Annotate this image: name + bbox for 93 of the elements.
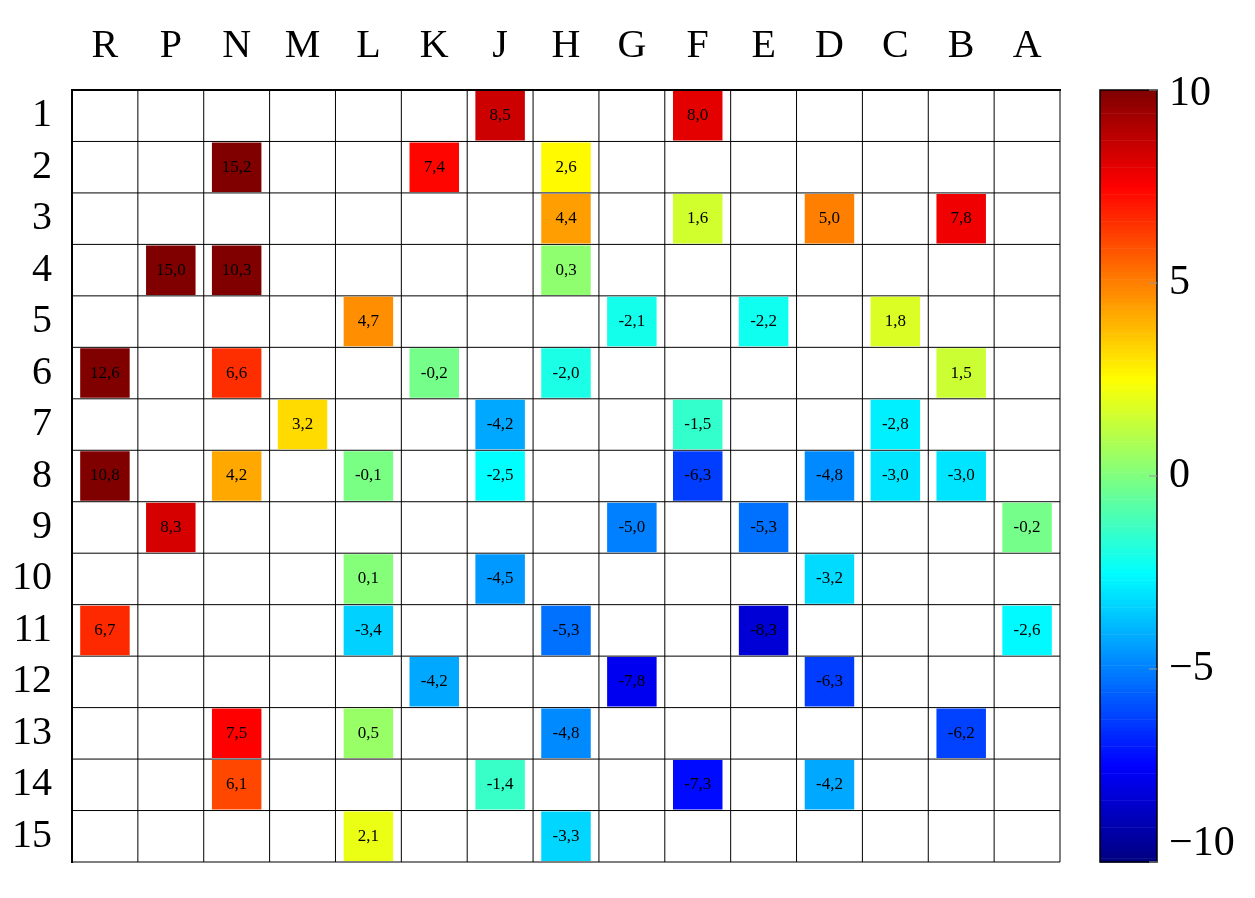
x-tick-label: L	[356, 20, 381, 66]
x-tick-label: E	[751, 20, 776, 66]
data-label: 4,4	[555, 208, 578, 228]
x-tick-label: J	[492, 20, 508, 66]
data-label: -6,2	[947, 722, 975, 742]
y-tick-label: 1	[32, 90, 52, 136]
data-label: 7,4	[423, 156, 446, 176]
data-label: -4,2	[420, 671, 448, 691]
data-label: -3,2	[816, 568, 843, 588]
y-tick-label: 5	[32, 296, 52, 342]
data-label: -3,0	[881, 465, 909, 485]
data-label: -4,2	[486, 414, 514, 433]
data-label: -2,8	[881, 414, 909, 433]
data-label: -2,6	[1013, 619, 1041, 639]
x-tick-label: C	[881, 20, 909, 66]
data-label: 7,5	[226, 722, 248, 742]
x-tick-label: G	[617, 20, 647, 66]
x-tick-label: M	[284, 20, 321, 66]
data-label: -6,3	[816, 671, 843, 691]
data-label: -8,3	[750, 619, 778, 639]
data-label: -4,5	[486, 568, 514, 588]
data-label: -4,8	[552, 722, 580, 742]
data-label: -5,3	[552, 619, 580, 639]
x-tick-label: N	[222, 20, 252, 66]
data-label: -2,5	[486, 465, 514, 485]
x-tick-label: R	[91, 20, 119, 66]
color-bar-label: −5	[1169, 643, 1214, 690]
data-label: 0,5	[357, 722, 380, 742]
data-label: -6,3	[684, 465, 712, 485]
data-label: -5,3	[750, 516, 778, 536]
data-label: -7,8	[618, 671, 646, 691]
data-label: -3,3	[552, 825, 580, 845]
y-tick-label: 14	[12, 759, 52, 805]
data-label: 6,1	[226, 774, 248, 794]
y-tick-label: 12	[12, 656, 52, 702]
data-label: -3,0	[947, 465, 975, 485]
y-tick-label: 3	[32, 193, 52, 239]
y-tick-label: 4	[32, 244, 52, 290]
data-label: 4,2	[226, 465, 248, 485]
data-label: 0,3	[555, 259, 577, 279]
data-label: 8,0	[687, 105, 709, 125]
y-tick-label: 13	[12, 707, 52, 753]
x-tick-label: F	[686, 20, 709, 66]
data-label: 8,3	[160, 516, 182, 536]
data-label: 1,8	[884, 311, 906, 331]
x-tick-label: P	[159, 20, 182, 66]
color-bar-label: −10	[1169, 818, 1235, 865]
data-label: -4,8	[816, 465, 843, 485]
y-tick-label: 2	[32, 141, 52, 187]
data-label: 2,1	[357, 825, 380, 845]
data-label: 6,6	[226, 362, 248, 382]
data-label: 10,8	[90, 465, 120, 485]
data-label: -2,0	[552, 362, 580, 382]
y-tick-label: 7	[32, 399, 52, 445]
color-bar-label: 0	[1169, 450, 1190, 497]
data-label: -0,2	[1013, 516, 1041, 536]
data-label: 1,5	[950, 362, 972, 382]
data-label: 6,7	[94, 619, 117, 639]
x-tick-label: B	[947, 20, 975, 66]
data-label: 1,6	[687, 208, 709, 228]
data-label: -7,3	[684, 774, 712, 794]
data-label: -2,1	[618, 311, 646, 331]
x-tick-label: K	[419, 20, 449, 66]
y-tick-label: 8	[32, 450, 52, 496]
data-label: 2,6	[555, 156, 577, 176]
data-label: 8,5	[489, 105, 511, 125]
data-label: -1,5	[684, 414, 712, 433]
data-label: -0,1	[354, 465, 382, 485]
data-label: -2,2	[750, 311, 778, 331]
color-bar-label: 5	[1169, 257, 1190, 304]
data-label: 15,2	[221, 156, 252, 176]
color-bar-label: 10	[1169, 68, 1211, 115]
data-label: 3,2	[291, 414, 314, 433]
data-label: 15,0	[155, 259, 186, 279]
data-label: -5,0	[618, 516, 646, 536]
data-label: 4,7	[357, 311, 380, 331]
y-tick-label: 15	[12, 810, 52, 856]
data-label: 12,6	[90, 362, 120, 382]
x-tick-label: A	[1012, 20, 1042, 66]
data-label: 10,3	[221, 259, 252, 279]
data-label: -1,4	[486, 774, 515, 794]
x-tick-label: H	[551, 20, 581, 66]
data-label: -0,2	[420, 362, 448, 382]
y-tick-label: 10	[12, 553, 52, 599]
data-label: -4,2	[816, 774, 843, 794]
data-label: 7,8	[950, 208, 972, 228]
y-tick-label: 6	[32, 347, 52, 393]
y-tick-label: 11	[13, 604, 52, 650]
x-tick-label: D	[815, 20, 844, 66]
y-tick-label: 9	[32, 501, 52, 547]
data-label: 0,1	[357, 568, 380, 588]
data-label: 5,0	[818, 208, 841, 228]
data-label: -3,4	[354, 619, 383, 639]
